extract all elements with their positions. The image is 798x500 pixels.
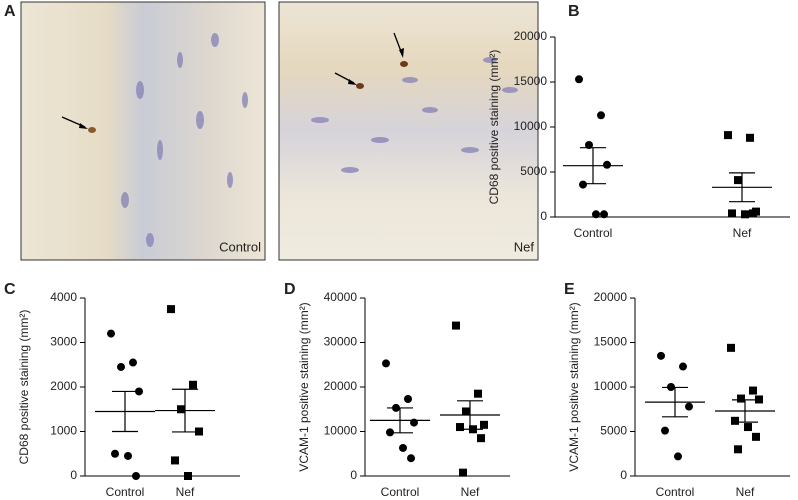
panel-letter: D <box>284 281 296 298</box>
panel-letter: A <box>4 3 16 20</box>
data-point <box>459 468 467 477</box>
data-point <box>727 343 735 352</box>
y-tick-label: 0 <box>350 468 357 482</box>
panel-letter: E <box>564 281 575 298</box>
data-point <box>749 386 757 395</box>
x-tick-label: Nef <box>461 485 480 499</box>
data-point <box>177 405 185 414</box>
data-point <box>744 423 752 432</box>
y-tick-label: 0 <box>70 468 77 482</box>
y-tick-label: 3000 <box>50 335 77 349</box>
data-point <box>755 395 763 404</box>
data-point <box>452 321 460 330</box>
data-point <box>657 351 665 360</box>
data-point <box>746 133 754 142</box>
data-point <box>399 443 407 452</box>
data-point <box>189 380 197 389</box>
y-tick-label: 1000 <box>50 424 77 438</box>
y-tick-label: 2000 <box>50 379 77 393</box>
data-point <box>195 427 203 436</box>
data-point <box>600 210 608 219</box>
data-point <box>579 180 587 189</box>
y-tick-label: 20000 <box>594 290 628 304</box>
data-point <box>575 75 583 84</box>
y-tick-label: 40000 <box>324 290 358 304</box>
x-tick-label: Nef <box>736 485 755 499</box>
data-point <box>741 210 749 219</box>
data-point <box>184 472 192 480</box>
data-point <box>752 432 760 441</box>
data-point <box>477 434 485 443</box>
data-point <box>462 407 470 416</box>
data-point <box>585 141 593 149</box>
data-point <box>124 451 132 460</box>
data-point <box>674 452 682 461</box>
data-point <box>167 305 175 314</box>
data-point <box>592 210 600 219</box>
data-point <box>597 111 605 120</box>
data-point <box>661 426 669 435</box>
x-tick-label: Control <box>106 485 145 499</box>
y-axis-label: VCAM-1 positive staining (mm²) <box>567 302 581 471</box>
data-point <box>382 359 390 368</box>
data-point <box>685 402 693 411</box>
y-tick-label: 30000 <box>324 335 358 349</box>
panel-letter: C <box>4 281 16 298</box>
y-tick-label: 20000 <box>324 379 358 393</box>
data-point <box>679 362 687 371</box>
data-point <box>107 329 115 338</box>
y-tick-label: 10000 <box>514 119 548 133</box>
data-point <box>171 456 179 465</box>
data-point <box>734 176 742 185</box>
image-label: Control <box>219 239 261 254</box>
data-point <box>456 423 464 432</box>
y-tick-label: 10000 <box>594 379 628 393</box>
data-point <box>749 209 757 218</box>
y-axis-label: CD68 positive staining (mm²) <box>487 50 501 205</box>
data-point <box>731 416 739 425</box>
data-point <box>737 394 745 403</box>
x-tick-label: Control <box>574 226 613 240</box>
data-point <box>111 449 119 458</box>
panel-letter: B <box>568 3 580 20</box>
y-tick-label: 5000 <box>600 424 627 438</box>
y-tick-label: 10000 <box>324 424 358 438</box>
data-point <box>474 389 482 398</box>
data-point <box>135 387 143 396</box>
image-label: Nef <box>514 239 535 254</box>
y-tick-label: 4000 <box>50 290 77 304</box>
data-point <box>407 454 415 463</box>
y-tick-label: 20000 <box>514 29 548 43</box>
data-point <box>480 420 488 429</box>
y-tick-label: 0 <box>540 209 547 223</box>
y-axis-label: VCAM-1 positive staining (mm²) <box>297 302 311 471</box>
x-tick-label: Control <box>381 485 420 499</box>
data-point <box>129 358 137 367</box>
y-axis-label: CD68 positive staining (mm²) <box>17 310 31 465</box>
y-tick-label: 5000 <box>520 164 547 178</box>
data-point <box>132 472 140 480</box>
x-tick-label: Nef <box>176 485 195 499</box>
data-point <box>724 131 732 140</box>
data-point <box>404 395 412 404</box>
data-point <box>734 445 742 454</box>
data-point <box>603 160 611 169</box>
micrograph <box>20 1 539 261</box>
data-point <box>728 209 736 218</box>
data-point <box>117 362 125 371</box>
y-tick-label: 0 <box>620 468 627 482</box>
x-tick-label: Nef <box>733 226 752 240</box>
x-tick-label: Control <box>656 485 695 499</box>
y-tick-label: 15000 <box>514 74 548 88</box>
y-tick-label: 15000 <box>594 335 628 349</box>
